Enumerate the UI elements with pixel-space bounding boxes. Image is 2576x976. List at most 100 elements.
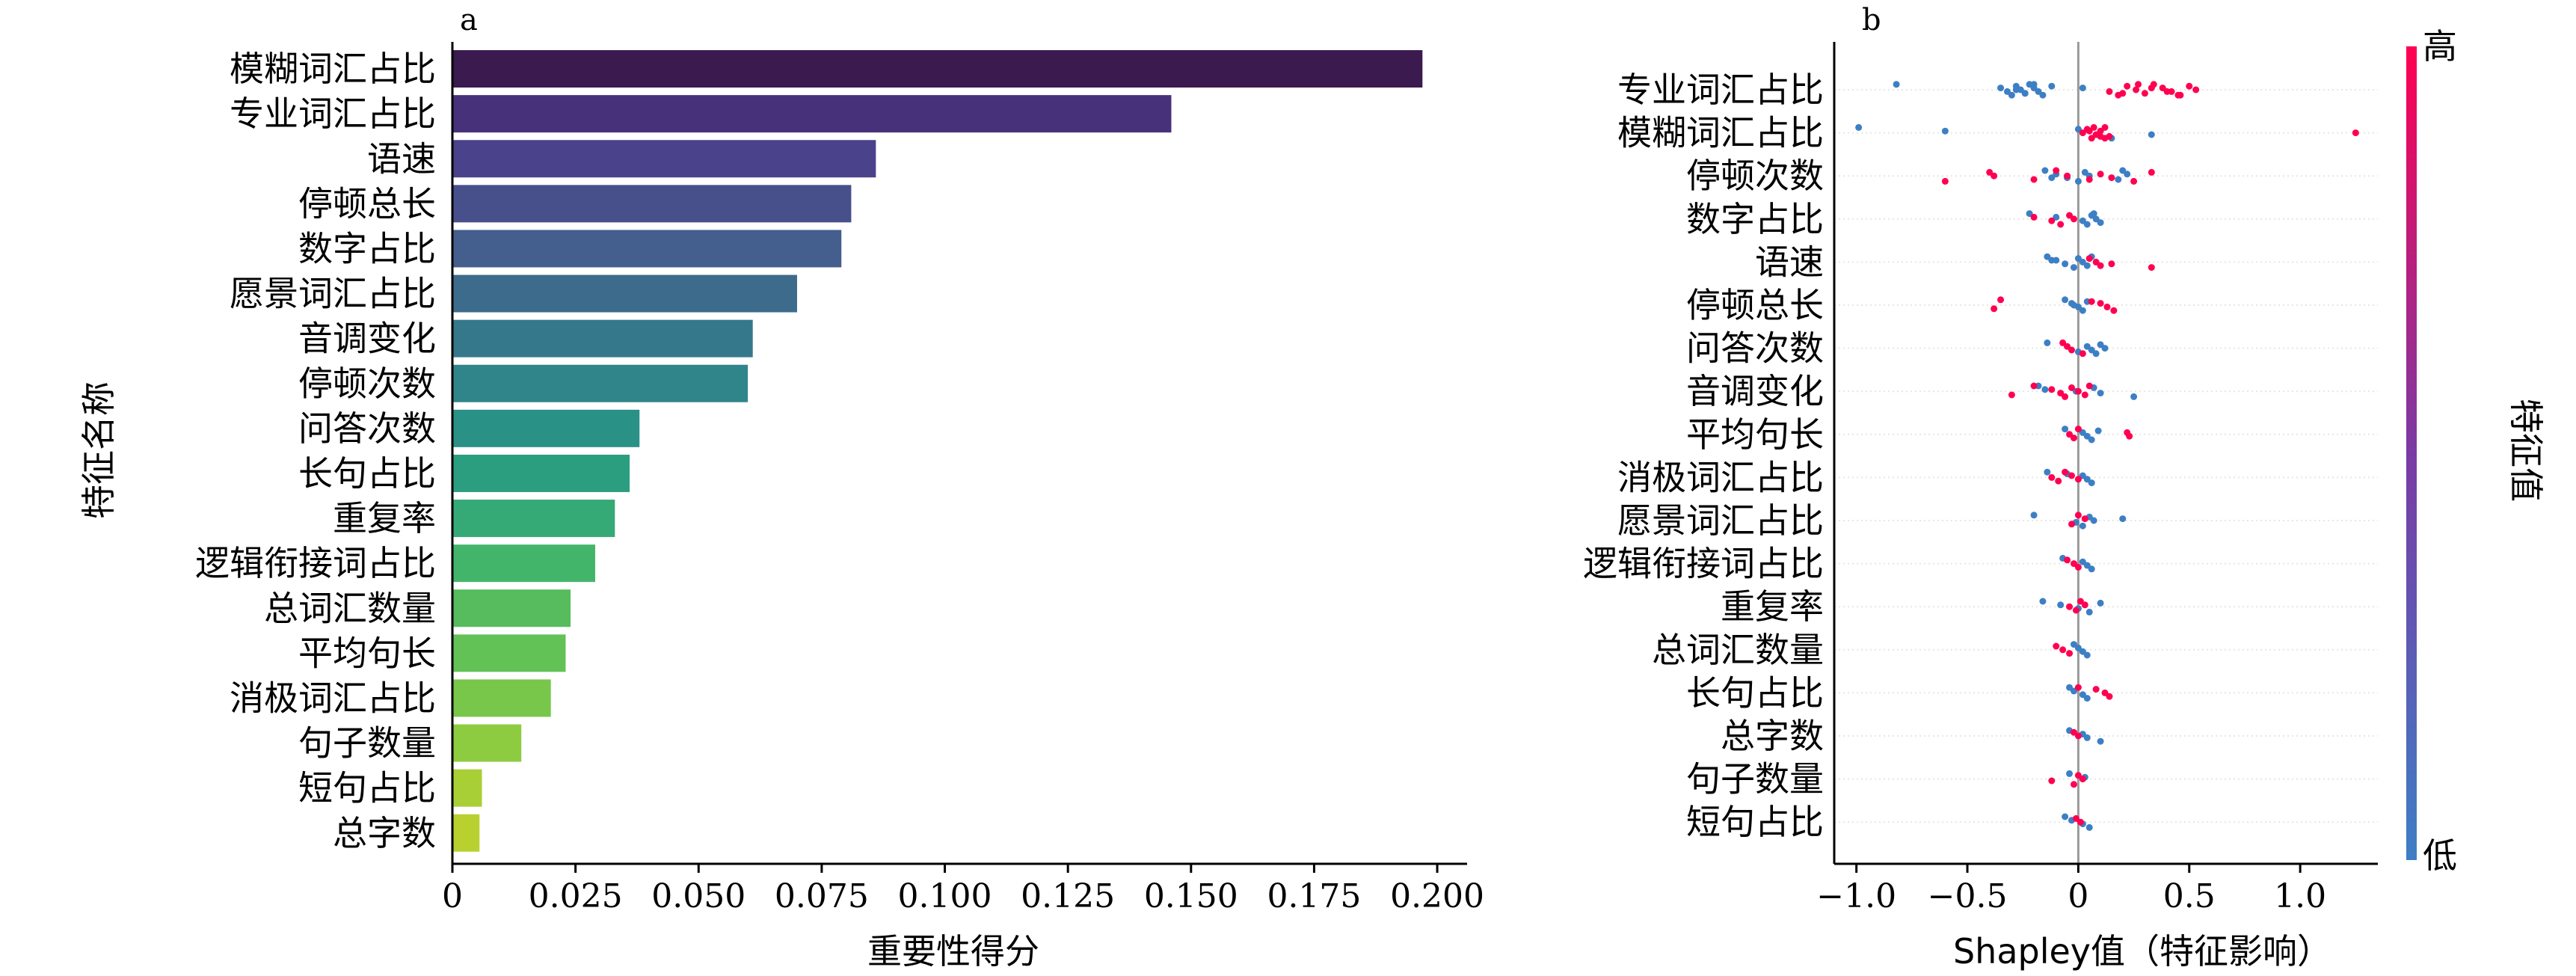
shap-point: [2030, 176, 2038, 183]
shap-point: [2030, 512, 2038, 519]
panel-a-tick-label: 问答次数: [298, 408, 436, 449]
shap-point: [2101, 345, 2109, 352]
shap-point: [2085, 176, 2093, 183]
shap-point: [2133, 86, 2140, 93]
panel-a-tick-label: 数字占比: [298, 228, 436, 268]
bar-14: [452, 634, 566, 672]
shap-point: [2097, 262, 2104, 269]
shap-point: [2124, 171, 2131, 178]
colorbar-high-label: 高: [2423, 26, 2457, 67]
bar-18: [452, 814, 480, 852]
shap-point: [2119, 515, 2127, 523]
shap-point: [2092, 350, 2100, 357]
bar-10: [452, 454, 630, 492]
shap-point: [2097, 300, 2104, 307]
shap-point: [2070, 264, 2077, 271]
bar-16: [452, 724, 522, 762]
shap-point: [2085, 255, 2093, 263]
shap-point: [1991, 305, 1998, 313]
shap-point: [2124, 82, 2131, 90]
shap-point: [2021, 90, 2029, 97]
panel-a-x-tick-label: 0.100: [898, 877, 992, 915]
shap-point: [2126, 432, 2133, 440]
bar-6: [452, 274, 797, 313]
shap-point: [2077, 818, 2084, 826]
shap-point: [2055, 477, 2062, 485]
bar-7: [452, 319, 753, 357]
shap-point: [2148, 131, 2155, 138]
shap-point: [2070, 781, 2077, 788]
shap-point: [2008, 91, 2015, 99]
shap-point: [2044, 468, 2051, 476]
shap-point: [2097, 219, 2104, 227]
shap-point: [2079, 85, 2086, 92]
shap-point: [2090, 210, 2097, 218]
shap-point: [2041, 386, 2049, 393]
shap-point: [2062, 813, 2069, 820]
shap-point: [1997, 296, 2005, 304]
shap-point: [2083, 262, 2091, 269]
shap-point: [2074, 563, 2082, 571]
shap-point: [2115, 176, 2122, 183]
panel-a-tick-label: 音调变化: [298, 319, 436, 359]
panel-b-tick-label: 总字数: [1721, 716, 1824, 756]
panel-b-label: b: [1862, 3, 1881, 37]
shap-point: [2074, 512, 2082, 519]
panel-b-x-tick-label: 0.5: [2163, 877, 2216, 915]
shap-point: [2030, 81, 2038, 88]
bar-4: [452, 185, 852, 223]
shap-point: [2074, 732, 2082, 740]
shap-point: [2070, 215, 2077, 223]
shap-point: [2097, 171, 2104, 178]
shap-point: [2148, 264, 2155, 271]
shap-point: [2074, 684, 2082, 691]
panel-b-x-tick-label: −1.0: [1816, 877, 1896, 915]
shap-point: [2110, 307, 2118, 314]
shap-point: [2066, 770, 2074, 777]
panel-b-tick-label: 问答次数: [1686, 328, 1824, 369]
shap-point: [2192, 86, 2200, 93]
panel-b-tick-label: 重复率: [1721, 586, 1824, 627]
shap-point: [2094, 131, 2102, 138]
panel-a-label: a: [460, 3, 478, 37]
panel-b-shap-beeswarm: b 专业词汇占比模糊词汇占比停顿次数数字占比语速停顿总长问答次数音调变化平均句长…: [1583, 3, 2378, 972]
panel-a-tick-label: 专业词汇占比: [230, 93, 436, 134]
panel-b-tick-label: 平均句长: [1686, 414, 1824, 455]
shap-point: [2094, 427, 2102, 435]
shap-point: [2066, 650, 2074, 657]
shap-point: [2039, 91, 2047, 99]
shap-point: [2090, 517, 2097, 524]
shap-point: [2085, 608, 2093, 616]
shap-point: [2130, 393, 2138, 400]
shap-point: [2101, 135, 2109, 142]
shap-point: [2083, 221, 2091, 228]
panel-b-tick-label: 句子数量: [1686, 759, 1824, 799]
shap-point: [2057, 221, 2065, 228]
panel-a-tick-label: 模糊词汇占比: [230, 49, 436, 89]
shap-point: [2044, 339, 2051, 346]
panel-a-tick-label: 长句占比: [298, 453, 436, 494]
panel-b-tick-label: 语速: [1755, 242, 1824, 282]
shap-point: [2083, 734, 2091, 741]
shap-point: [2048, 257, 2056, 264]
panel-b-tick-label: 音调变化: [1686, 371, 1824, 411]
shap-point: [2039, 598, 2047, 605]
shap-point: [2148, 168, 2155, 176]
shap-point: [2074, 426, 2082, 433]
shap-point: [2074, 177, 2082, 185]
panel-b-tick-label: 长句占比: [1686, 672, 1824, 713]
shap-point: [2081, 515, 2088, 523]
shap-point: [2064, 172, 2071, 179]
shap-point: [2079, 129, 2086, 137]
panel-a-x-axis-label: 重要性得分: [867, 931, 1039, 972]
bar-15: [452, 679, 551, 717]
panel-a-tick-label: 语速: [367, 138, 436, 179]
panel-b-tick-label: 停顿总长: [1686, 285, 1824, 325]
shap-point: [2057, 601, 2065, 609]
bar-17: [452, 769, 482, 807]
panel-b-tick-label: 逻辑衔接词占比: [1583, 544, 1824, 584]
panel-b-tick-label: 短句占比: [1686, 802, 1824, 842]
shap-point: [2059, 646, 2067, 654]
shap-point: [2085, 823, 2093, 831]
